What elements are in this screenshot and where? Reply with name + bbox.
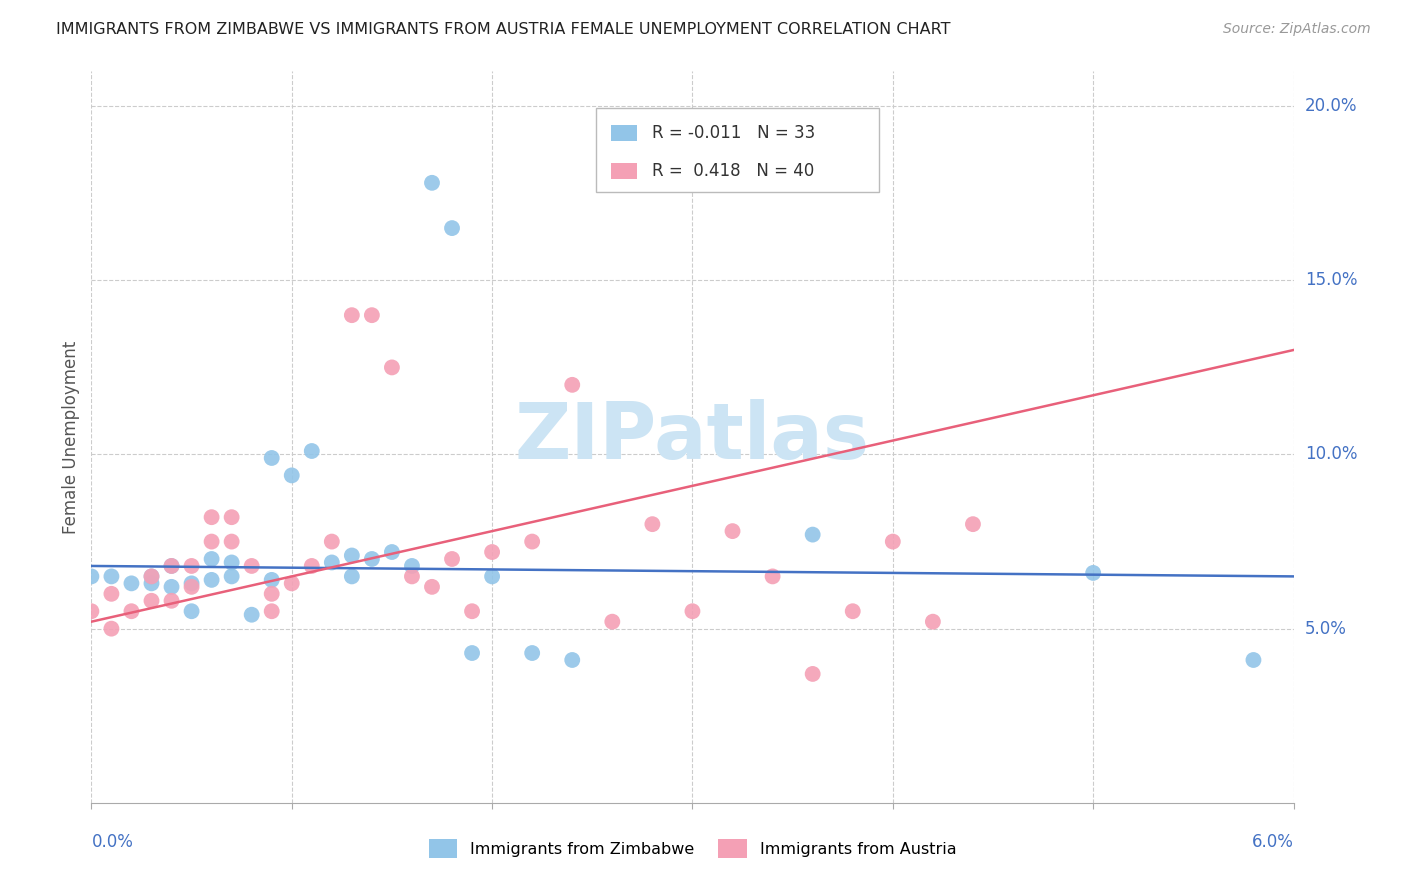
Point (762, 569, 785, 583)
Point (922, 615, 945, 629)
Point (641, 517, 664, 532)
Point (381, 545, 404, 559)
Point (281, 576, 304, 591)
Point (340, 549, 363, 563)
Point (420, 176, 443, 190)
Point (962, 517, 984, 532)
Text: IMMIGRANTS FROM ZIMBABWE VS IMMIGRANTS FROM AUSTRIA FEMALE UNEMPLOYMENT CORRELAT: IMMIGRANTS FROM ZIMBABWE VS IMMIGRANTS F… (56, 22, 950, 37)
Point (260, 587, 283, 601)
Point (360, 308, 382, 322)
Point (141, 569, 163, 583)
Point (100, 622, 122, 636)
Point (260, 450, 283, 465)
Point (281, 468, 304, 483)
Point (321, 534, 343, 549)
Point (160, 580, 183, 594)
Point (801, 527, 824, 541)
Point (841, 604, 863, 618)
Point (180, 604, 202, 618)
Point (321, 556, 343, 570)
Point (201, 573, 224, 587)
Text: R =  0.418   N = 40: R = 0.418 N = 40 (651, 162, 814, 180)
Point (301, 558, 323, 573)
Point (420, 580, 443, 594)
Point (221, 556, 243, 570)
Point (240, 558, 263, 573)
Point (561, 653, 583, 667)
Point (121, 576, 143, 591)
Point (141, 569, 163, 583)
Point (80, 604, 103, 618)
Text: ZIPatlas: ZIPatlas (515, 399, 870, 475)
Point (801, 667, 824, 681)
Point (602, 615, 624, 629)
Point (340, 569, 363, 583)
Point (201, 552, 224, 566)
Point (141, 576, 163, 591)
Point (100, 587, 122, 601)
Point (401, 569, 423, 583)
Point (121, 604, 143, 618)
Point (1243, 653, 1265, 667)
Point (360, 552, 382, 566)
Text: Source: ZipAtlas.com: Source: ZipAtlas.com (1223, 22, 1371, 37)
Text: 20.0%: 20.0% (1305, 97, 1357, 115)
Point (260, 573, 283, 587)
Point (221, 510, 243, 524)
Point (882, 534, 904, 549)
Y-axis label: Female Unemployment: Female Unemployment (62, 341, 80, 533)
Text: 0.0%: 0.0% (91, 833, 134, 851)
Point (520, 646, 543, 660)
Point (201, 534, 224, 549)
Point (160, 558, 183, 573)
Text: 10.0%: 10.0% (1305, 445, 1357, 464)
Point (141, 594, 163, 608)
Point (100, 569, 122, 583)
Point (160, 558, 183, 573)
Point (520, 534, 543, 549)
Point (221, 569, 243, 583)
Point (340, 308, 363, 322)
Point (221, 534, 243, 549)
Point (461, 604, 484, 618)
Point (260, 604, 283, 618)
FancyBboxPatch shape (610, 125, 637, 141)
Point (681, 604, 703, 618)
Point (301, 444, 323, 458)
Point (461, 646, 484, 660)
Point (481, 545, 503, 559)
Text: R = -0.011   N = 33: R = -0.011 N = 33 (651, 124, 815, 142)
Point (561, 377, 583, 392)
FancyBboxPatch shape (610, 163, 637, 179)
Point (80, 569, 103, 583)
Point (240, 607, 263, 622)
Text: 15.0%: 15.0% (1305, 271, 1357, 289)
Point (381, 360, 404, 375)
FancyBboxPatch shape (596, 108, 879, 192)
Point (1083, 566, 1105, 580)
Point (401, 558, 423, 573)
Point (180, 580, 202, 594)
Legend: Immigrants from Zimbabwe, Immigrants from Austria: Immigrants from Zimbabwe, Immigrants fro… (422, 833, 963, 864)
Text: 6.0%: 6.0% (1251, 833, 1294, 851)
Point (180, 558, 202, 573)
Point (440, 552, 463, 566)
Point (201, 510, 224, 524)
Point (440, 221, 463, 235)
Point (481, 569, 503, 583)
Text: 5.0%: 5.0% (1305, 620, 1347, 638)
Point (180, 576, 202, 591)
Point (160, 594, 183, 608)
Point (721, 524, 744, 538)
